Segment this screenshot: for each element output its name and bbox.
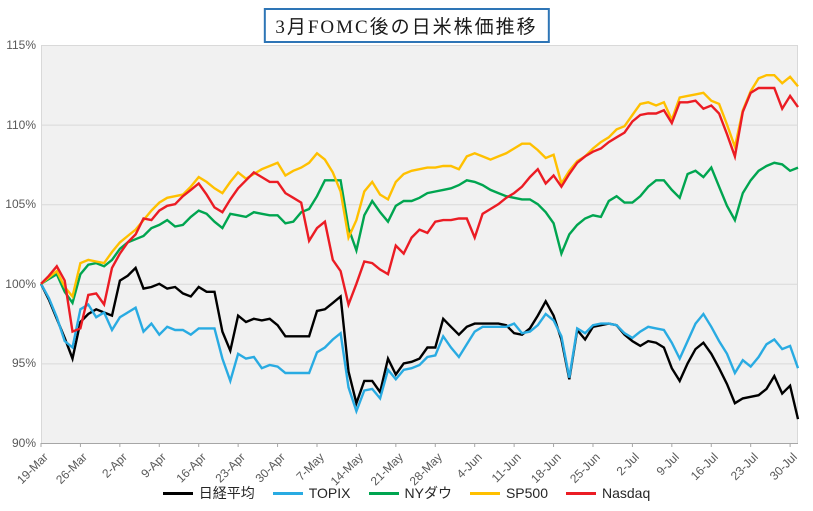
legend-item: SP500 [469,485,548,501]
y-axis-label: 90% [11,436,36,450]
y-axis-label: 115% [6,38,36,52]
legend-item: NYダウ [368,483,452,503]
series-line-Nasdaq [40,86,799,334]
legend-marker [566,491,596,495]
series-line-日経平均 [39,265,800,420]
series-line-TOPIX [39,283,800,415]
y-axis-label: 105% [5,197,36,212]
legend-label: SP500 [505,485,548,501]
legend-item: Nasdaq [566,485,650,501]
y-axis-label: 110% [6,117,36,132]
legend-label: TOPIX [308,485,351,501]
legend-label: Nasdaq [602,485,651,501]
plot-area [39,45,800,447]
legend-marker [368,491,399,495]
legend-item: TOPIX [272,485,351,501]
plot-background [41,45,798,443]
series-line-NYダウ [40,161,799,306]
legend-marker [272,491,303,495]
legend-item: 日経平均 [162,483,255,503]
chart-title: 3月FOMC後の日米株価推移 [263,8,550,43]
legend-marker [469,491,500,495]
y-axis-label: 100% [5,276,36,291]
legend-label: 日経平均 [198,485,255,501]
legend: 日経平均 TOPIX NYダウ SP500 Nasdaq [0,483,813,503]
y-axis-label: 95% [11,356,36,371]
legend-label: NYダウ [404,485,452,501]
legend-marker [162,491,193,495]
